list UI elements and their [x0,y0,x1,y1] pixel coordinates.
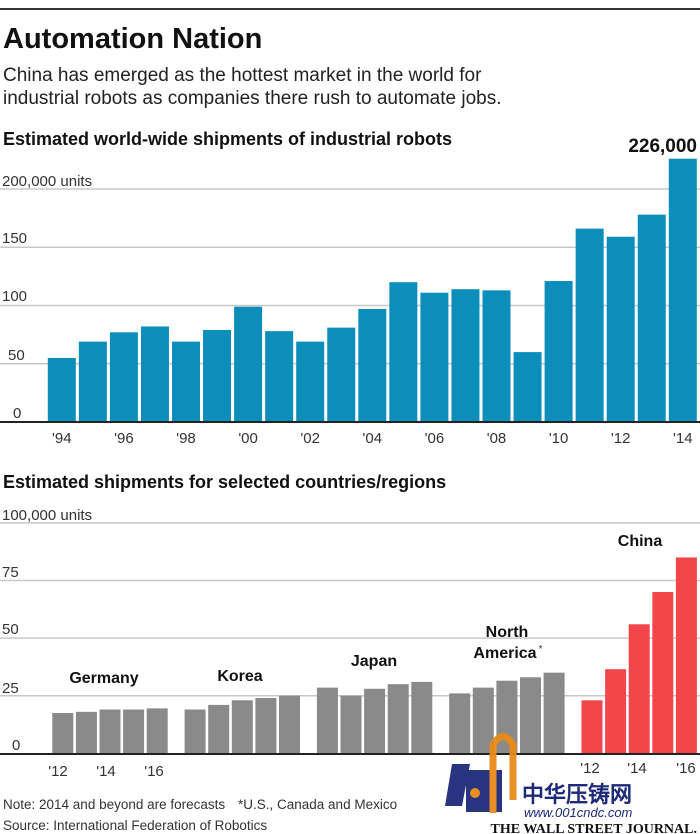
chart1-xtick-1996: '96 [114,430,134,447]
chart2-bar-china-2014 [628,624,650,754]
chart1-bar-2010 [544,281,573,422]
chart1-bar-2000 [234,306,263,422]
chart1-bar-2014 [668,158,697,422]
group-label-korea: Korea [217,668,262,685]
chart1-ytick-100: 100 [2,288,27,305]
chart2-bar-north-america--2016 [543,672,565,754]
chart2-ytick-0: 0 [12,737,20,754]
chart2-bar-japan-2014 [364,688,386,754]
chart2-bar-japan-2015 [387,684,409,754]
chart1-bar-2011 [575,228,604,422]
chart1-ytick-50: 50 [8,347,25,364]
chart1-bar-2001 [265,331,294,422]
chart1-bar-1998 [172,341,200,422]
chart1-xtick-2012: '12 [611,430,631,447]
chart2-ytick-25: 25 [2,680,19,697]
chart1-xtick-2014: '14 [673,430,693,447]
chart1-ytick-150: 150 [2,230,27,247]
chart2-xtick-12: '12 [48,763,68,780]
chart1-xtick-2010: '10 [549,430,569,447]
chart1-y-unit-label: 200,000 units [2,173,92,190]
chart2-bar-japan-2012 [316,687,338,754]
chart1-bar-2005 [389,282,418,422]
chart2-bar-china-2012 [581,700,603,754]
chart2-bar-germany-2014 [99,709,121,754]
chart2-bar-germany-2015 [123,709,145,754]
chart2-bar-china-2016 [675,557,697,754]
chart1-xtick-2002: '02 [300,430,320,447]
group-label-china: China [618,533,663,550]
watermark-logo-icon [445,733,517,813]
chart1-bar-2003 [327,327,356,422]
chart2-bar-china-2015 [652,592,674,754]
chart1-bar-2004 [358,308,387,422]
chart1-bar-2009 [513,352,542,422]
chart1-xticks: '94 '96 '98 '00 '02 '04 '06 '08 '10 '12 '14 [52,430,693,447]
chart1-bars [47,158,697,422]
chart2-ytick-75: 75 [2,564,19,581]
footer-note: Note: 2014 and beyond are forecasts [3,797,225,812]
chart1-bar-1995 [78,341,107,422]
chart2-bar-japan-2013 [340,695,362,754]
chart2-bar-germany-2016 [146,708,168,754]
chart2-y-unit-label: 100,000 units [2,507,92,524]
group-label-north: North [486,624,529,641]
chart1-xtick-2006: '06 [425,430,445,447]
footer-footnote: *U.S., Canada and Mexico [238,797,397,812]
group-label-america: America [473,645,536,662]
chart1-bar-2013 [637,214,666,422]
china-xtick-16: '16 [676,760,696,777]
footnote-asterisk: * [539,644,543,655]
chart1-bar-1996 [109,332,138,422]
chart1-bar-2002 [296,341,325,422]
group-label-japan: Japan [351,653,397,670]
chart1-xtick-2004: '04 [363,430,383,447]
chart2-bar-germany-2012 [52,712,74,754]
chart2-ytick-50: 50 [2,621,19,638]
chart1-bar-2008 [482,290,511,422]
chart2-title: Estimated shipments for selected countri… [3,472,446,492]
chart2-bar-china-2013 [605,669,627,754]
chart2-xtick-16: '16 [144,763,164,780]
chart2-bar-korea-2013 [208,704,230,754]
chart1-bar-2012 [606,236,635,422]
chart1-bar-1994 [47,357,76,422]
chart1-bar-1997 [140,326,169,422]
group-label-germany: Germany [69,670,138,687]
publisher-logo: THE WALL STREET JOURNAL. [491,822,697,834]
chart1-xtick-1998: '98 [176,430,196,447]
chart2-bar-japan-2016 [411,681,433,754]
chart2-bar-korea-2014 [231,700,253,754]
footer-source: Source: International Federation of Robo… [3,818,267,833]
chart2-bars [52,557,697,754]
chart2-bar-north-america--2012 [449,693,471,754]
chart1-ytick-0: 0 [13,405,21,422]
china-xtick-14: '14 [627,760,647,777]
chart1-xtick-1994: '94 [52,430,72,447]
chart1-xtick-2000: '00 [238,430,258,447]
watermark-url: www.001cndc.com [524,805,633,820]
subtitle-line-1: China has emerged as the hottest market … [3,65,482,86]
page-title: Automation Nation [3,23,262,55]
subtitle-line-2: industrial robots as companies there rus… [3,88,502,109]
chart1-bar-2006 [420,292,449,422]
chart2-bar-korea-2012 [184,709,206,754]
chart1-xtick-2008: '08 [487,430,507,447]
china-xtick-12: '12 [580,760,600,777]
chart2-bar-north-america--2015 [520,677,541,754]
chart1-peak-annotation: 226,000 [628,136,697,157]
chart1-bar-2007 [451,289,480,422]
chart2-bar-north-america--2013 [472,687,494,754]
chart2-bar-korea-2015 [255,698,277,754]
chart2-bar-germany-2013 [75,711,97,754]
chart1-title: Estimated world-wide shipments of indust… [3,129,452,149]
chart2-bar-korea-2016 [279,695,300,754]
chart2-xtick-14: '14 [96,763,116,780]
watermark-chinese: 中华压铸网 [522,782,632,808]
chart1-bar-1999 [203,329,232,422]
